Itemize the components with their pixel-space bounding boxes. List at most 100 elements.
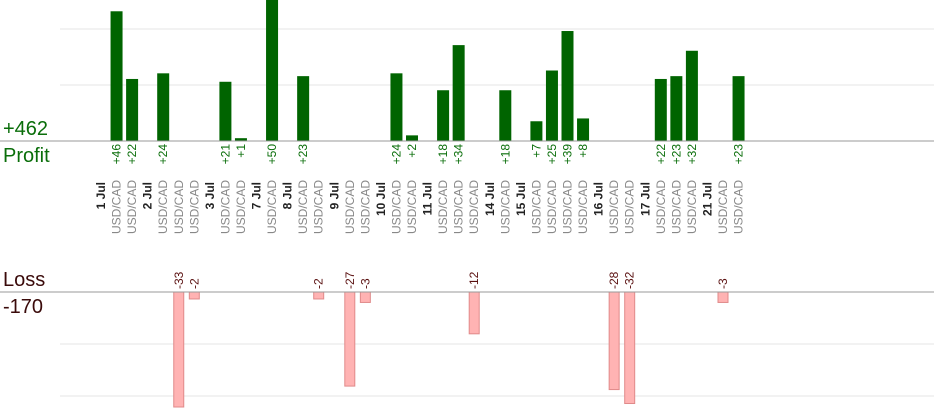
profit-value-label: +2 [405,144,419,158]
axis-lines [0,140,934,293]
profit-value-label: +39 [561,144,575,165]
profit-bar [266,0,279,141]
loss-bar [468,291,480,335]
profit-value-label: +18 [498,144,512,165]
pair-label: USD/CAD [545,180,559,234]
grid-lines [60,28,934,397]
pair-label: USD/CAD [716,180,730,234]
loss-bar [624,291,636,405]
pair-label: USD/CAD [607,180,621,234]
pair-label: USD/CAD [467,180,481,234]
trade-value-labels: +46 +22 +24-33 -2+21 +1 +50 +23-2 -27 -3+24 +2 +18… [110,144,746,289]
profit-value-label: +34 [452,144,466,165]
profit-value-label: +1 [234,144,248,158]
profit-value-label: +23 [669,144,683,165]
profit-label: Profit [3,145,50,167]
pair-label: USD/CAD [172,180,186,234]
date-label: 11 Jul [421,182,435,215]
profit-value-label: +25 [545,144,559,165]
pair-label: USD/CAD [110,180,124,234]
date-label: 10 Jul [374,182,388,216]
date-label: 9 Jul [327,182,341,209]
loss-value-label: -2 [312,278,326,289]
profit-bar [157,73,170,141]
loss-value-label: -2 [187,278,201,289]
pair-label: USD/CAD [529,180,543,234]
pair-label: USD/CAD [218,180,232,234]
pair-label: USD/CAD [576,180,590,234]
loss-value-label: -32 [623,271,637,289]
pair-label: USD/CAD [561,180,575,234]
date-label: 14 Jul [483,182,497,216]
x-axis-labels: 1 Jul USD/CAD USD/CAD 2 Jul USD/CAD USD/CAD US… [94,180,746,234]
profit-bar [234,138,247,141]
date-label: 16 Jul [592,182,606,216]
profit-bar [219,81,232,141]
profit-bar [390,73,403,141]
profit-bar [530,121,543,141]
loss-bar [359,291,371,303]
pair-label: USD/CAD [187,180,201,234]
loss-bar [188,291,200,300]
date-label: 3 Jul [203,182,217,209]
profit-bar [577,118,590,141]
pair-label: USD/CAD [436,180,450,234]
pair-label: USD/CAD [343,180,357,234]
date-label: 17 Jul [638,182,652,216]
profit-value-label: +46 [110,144,124,165]
profit-value-label: +32 [685,144,699,165]
pair-label: USD/CAD [389,180,403,234]
profit-bar [437,90,450,141]
profit-value-label: +50 [265,144,279,165]
date-label: 21 Jul [700,182,714,216]
profit-value-label: +24 [156,144,170,165]
profit-bar [670,76,683,141]
profit-value-label: +22 [654,144,668,165]
loss-bar [717,291,729,303]
loss-value-label: -3 [716,278,730,289]
profit-value-label: +21 [218,144,232,165]
pair-label: USD/CAD [312,180,326,234]
loss-value-label: -3 [358,278,372,289]
profit-value-label: +23 [732,144,746,165]
profit-bar [499,90,512,141]
date-label: 2 Jul [141,182,155,209]
date-label: 1 Jul [94,182,108,209]
profit-value-label: +23 [296,144,310,165]
profit-value-label: +24 [389,144,403,165]
profit-bar [110,11,123,142]
pair-label: USD/CAD [669,180,683,234]
pair-label: USD/CAD [685,180,699,234]
profit-value-label: +18 [436,144,450,165]
pair-label: USD/CAD [358,180,372,234]
profit-bar [561,31,574,141]
date-label: 7 Jul [250,182,264,209]
pair-label: USD/CAD [623,180,637,234]
loss-total: -170 [3,296,44,318]
profit-bar [545,70,558,141]
profit-bar [654,78,667,141]
pair-label: USD/CAD [265,180,279,234]
pair-label: USD/CAD [296,180,310,234]
pair-label: USD/CAD [452,180,466,234]
profit-value-label: +22 [125,144,139,165]
profit-bar [685,50,698,142]
loss-value-label: -12 [467,271,481,289]
profit-value-label: +8 [576,144,590,158]
pair-label: USD/CAD [498,180,512,234]
pair-label: USD/CAD [234,180,248,234]
pair-label: USD/CAD [732,180,746,234]
pair-label: USD/CAD [156,180,170,234]
loss-label: Loss [3,269,46,291]
loss-value-label: -27 [343,271,357,289]
trade-bars [110,0,745,408]
date-label: 15 Jul [514,182,528,216]
date-label: 8 Jul [281,182,295,209]
loss-bar [313,291,325,300]
profit-bar [732,76,745,141]
pair-label: USD/CAD [125,180,139,234]
profit-bar [126,78,139,141]
profit-bar [406,135,418,141]
loss-bar [608,291,620,391]
